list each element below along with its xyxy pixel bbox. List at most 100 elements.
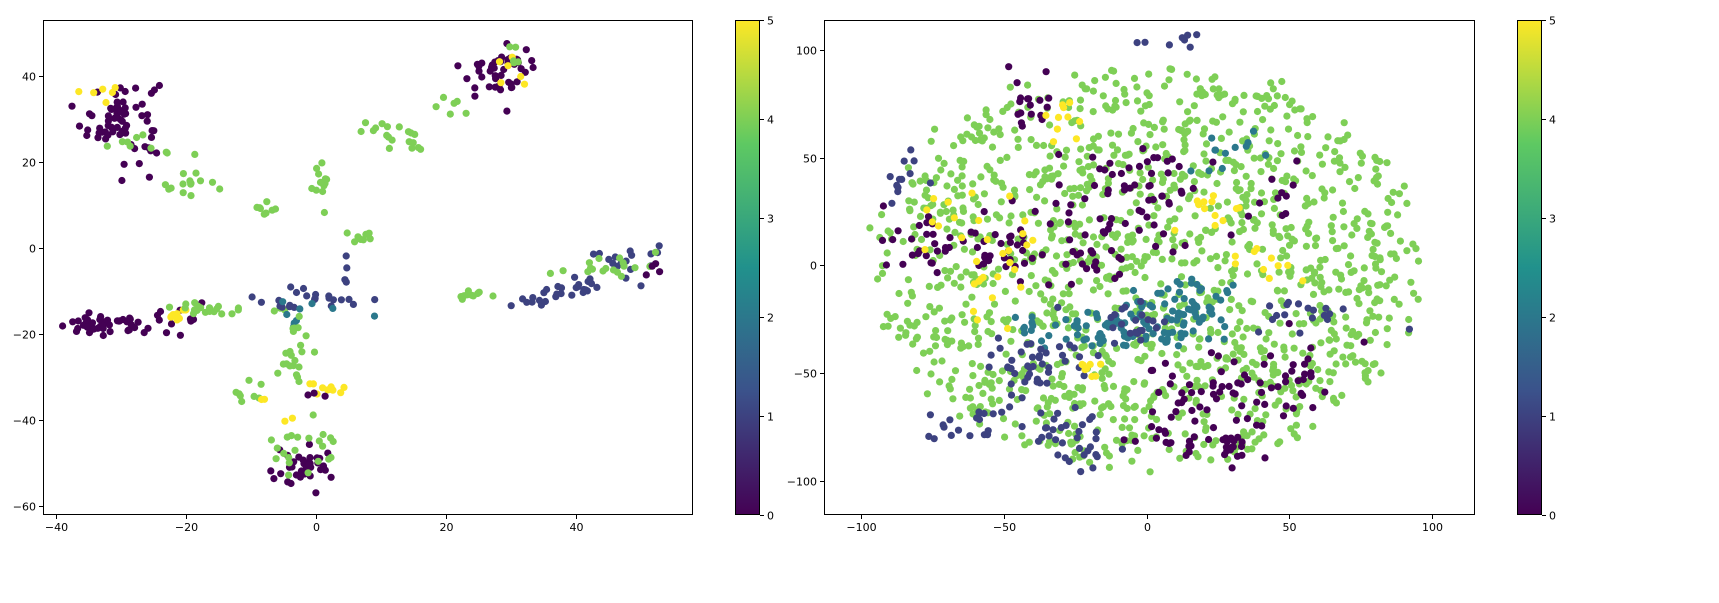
data-point <box>949 395 957 403</box>
data-point <box>1365 289 1373 297</box>
data-point <box>1043 379 1051 387</box>
data-point <box>948 337 956 345</box>
data-point <box>1176 454 1184 462</box>
data-point <box>1096 411 1104 419</box>
data-point <box>1329 237 1337 245</box>
data-point <box>1191 417 1199 425</box>
data-point <box>1118 320 1126 328</box>
data-point <box>124 327 132 335</box>
data-point <box>349 300 357 308</box>
data-point <box>908 235 916 243</box>
data-point <box>1001 433 1009 441</box>
data-point <box>1365 227 1373 235</box>
y-tick-label: 50 <box>803 153 817 166</box>
data-point <box>1093 453 1101 461</box>
data-point <box>1290 147 1299 155</box>
data-point <box>1014 143 1022 151</box>
data-point <box>507 80 515 88</box>
data-point <box>1027 340 1035 348</box>
data-point <box>1347 252 1355 260</box>
data-point <box>1229 389 1237 397</box>
data-point <box>1267 79 1275 87</box>
data-point <box>1240 395 1248 403</box>
data-point <box>305 461 313 469</box>
data-point <box>1392 254 1400 263</box>
data-point <box>1011 369 1019 378</box>
data-point <box>1171 184 1179 192</box>
data-point <box>1016 278 1024 286</box>
data-point <box>462 109 470 117</box>
data-point <box>985 380 994 388</box>
data-point <box>1287 223 1295 232</box>
data-point <box>930 358 938 366</box>
data-point <box>1188 389 1196 397</box>
data-point <box>1311 242 1320 250</box>
data-point <box>1021 378 1029 386</box>
scatter-plot-left: −40 −20 0 20 40 −60 −40 −20 0 20 40 0 1 2 3 4 5 <box>13 15 774 535</box>
data-point <box>944 327 952 335</box>
data-point <box>417 145 425 153</box>
data-point <box>1176 98 1184 106</box>
data-point <box>1152 434 1160 442</box>
data-point <box>1330 157 1338 165</box>
data-point <box>329 304 337 312</box>
data-point <box>118 129 126 137</box>
data-point <box>1233 178 1241 187</box>
data-point <box>1266 352 1275 360</box>
data-point <box>306 380 314 388</box>
data-point <box>1360 277 1368 285</box>
data-point <box>1180 345 1188 353</box>
data-point <box>908 251 917 259</box>
data-point <box>1321 388 1329 396</box>
data-point <box>1338 199 1347 207</box>
data-point <box>1240 428 1248 436</box>
data-point <box>930 195 938 203</box>
data-point <box>930 333 938 341</box>
data-point <box>984 427 992 435</box>
data-point <box>975 129 984 137</box>
data-point <box>1360 264 1368 272</box>
data-point <box>1262 411 1270 419</box>
data-point <box>1064 218 1072 226</box>
data-point <box>1004 363 1012 371</box>
data-point <box>279 360 287 368</box>
data-point <box>899 260 907 268</box>
data-point <box>138 100 146 108</box>
data-point <box>1131 416 1139 424</box>
data-point <box>497 79 505 87</box>
data-point <box>150 86 158 94</box>
colorbar-frame <box>735 20 760 515</box>
data-point <box>1159 175 1167 183</box>
data-point <box>907 146 915 154</box>
data-point <box>974 334 983 342</box>
data-point <box>1214 264 1222 272</box>
data-point <box>59 322 67 330</box>
data-point <box>1278 189 1286 197</box>
data-point <box>1389 188 1397 196</box>
data-point <box>1239 225 1247 233</box>
data-point <box>1374 281 1382 289</box>
data-point <box>1223 198 1231 206</box>
data-point <box>491 72 500 80</box>
data-point <box>996 131 1004 139</box>
data-point <box>1122 264 1130 272</box>
data-point <box>1282 402 1290 410</box>
data-point <box>1155 388 1163 396</box>
data-point <box>1222 156 1230 164</box>
data-point <box>1075 353 1084 361</box>
data-point <box>1236 318 1244 326</box>
data-point <box>916 212 925 220</box>
data-point <box>104 121 112 130</box>
data-point <box>1253 219 1261 227</box>
data-point <box>543 285 551 294</box>
data-point <box>936 208 945 216</box>
data-point <box>990 171 998 179</box>
data-point <box>270 475 278 483</box>
data-point <box>948 314 956 322</box>
data-point <box>1192 362 1200 370</box>
data-point <box>1186 230 1194 238</box>
data-point <box>1060 162 1068 170</box>
data-point <box>179 189 187 197</box>
data-point <box>1092 435 1100 443</box>
data-point <box>1326 378 1334 386</box>
